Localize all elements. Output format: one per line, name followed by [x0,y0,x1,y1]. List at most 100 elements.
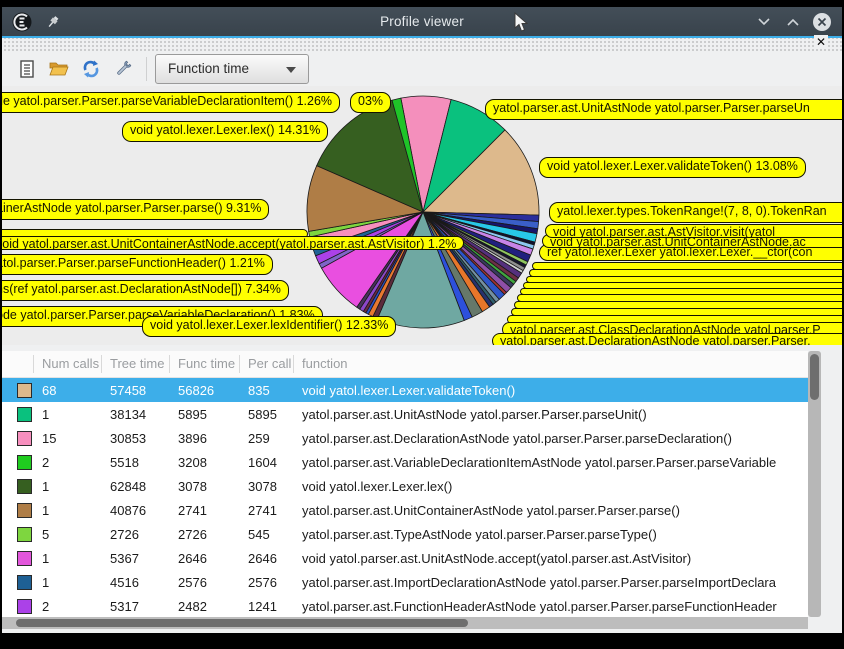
pie-slice-label: yatol.parser.ast.DeclarationAstNode yato… [492,333,842,345]
cell-tree-time: 30853 [110,430,147,446]
cell-num-calls: 68 [42,382,57,398]
cell-tree-time: 62848 [110,478,147,494]
col-color[interactable] [2,355,34,373]
cell-per-call: 1241 [248,598,277,614]
table-row[interactable]: 1 62848 3078 3078 void yatol.lexer.Lexer.lex… [2,474,808,498]
chart-mode-select[interactable]: Function time [155,53,309,84]
report-icon [20,59,34,78]
pie-slice-label: yatol.parser.ast.UnitAstNode yatol.parse… [485,99,842,120]
close-button[interactable] [812,12,832,32]
toolbar-separator [146,56,147,81]
table-row[interactable]: 1 40876 2741 2741 yatol.parser.ast.UnitConta… [2,498,808,522]
table-row[interactable]: 1 38134 5895 5895 yatol.parser.ast.UnitAstNo… [2,402,808,426]
dock-handle[interactable]: ✕ [2,35,842,51]
window-title: Profile viewer [380,14,464,29]
cell-per-call: 2646 [248,550,277,566]
pie-slice-label: void yatol.lexer.Lexer.lexIdentifier() 1… [142,316,397,337]
pie-slice[interactable] [391,97,424,213]
chevron-up-icon [787,18,799,26]
cell-func-time: 3208 [178,454,207,470]
profile-table-area: Num calls Tree time Func time Per call f… [2,345,842,633]
pie-slice-label: void yatol.lexer.Lexer.validateToken() 1… [539,157,806,178]
cell-tree-time: 2726 [110,526,139,542]
cell-tree-time: 40876 [110,502,147,518]
pie-slice-label: void yatol.parser.ast.AstVisitor.visit(y… [545,224,842,238]
pie-slice-label: atol.parser.Parser.parseFunctionHeader()… [2,254,273,275]
col-func-time[interactable]: Func time [170,355,240,373]
close-icon [813,12,831,31]
refresh-button[interactable] [78,56,104,82]
pie-slice-label: void yatol.parser.ast.UnitContainerAstNo… [2,236,465,250]
row-color-swatch [17,382,32,398]
row-color-swatch [17,478,32,494]
cell-per-call: 835 [248,382,270,398]
app-icon [12,12,32,31]
cell-function: void yatol.lexer.Lexer.validateToken() [302,382,516,398]
cell-per-call: 2741 [248,502,277,518]
cell-num-calls: 1 [42,478,50,494]
horizontal-scrollbar[interactable] [2,617,808,629]
cell-func-time: 3078 [178,478,207,494]
cell-per-call: 545 [248,526,270,542]
dock-close-icon[interactable]: ✕ [813,35,828,49]
report-button[interactable] [14,56,40,82]
table-row[interactable]: 5 2726 2726 545 yatol.parser.ast.TypeAstNode… [2,522,808,546]
col-num-calls[interactable]: Num calls [34,355,102,373]
table-row[interactable]: 2 5518 3208 1604 yatol.parser.ast.VariableDe… [2,450,808,474]
titlebar[interactable]: Profile viewer [2,7,842,36]
pie-slice-label: yatol.lexer.types.TokenRange!(7, 8, 0).T… [549,202,842,223]
table-row[interactable]: 1 5367 2646 2646 void yatol.parser.ast.UnitA… [2,546,808,570]
vertical-scrollbar-thumb[interactable] [810,354,819,400]
table-row[interactable]: 2 5317 2482 1241 yatol.parser.ast.FunctionHe… [2,594,808,618]
col-per-call[interactable]: Per call [240,355,294,373]
table-header[interactable]: Num calls Tree time Func time Per call f… [2,351,808,378]
pie-slice-label: de yatol.parser.Parser.parseVariableDecl… [2,92,341,113]
row-color-swatch [17,406,32,422]
chart-mode-value: Function time [168,61,250,76]
table-row[interactable]: 15 30853 3896 259 yatol.parser.ast.Declarati… [2,426,808,450]
cell-function: yatol.parser.ast.UnitAstNode yatol.parse… [302,406,647,422]
row-color-swatch [17,430,32,446]
cell-num-calls: 15 [42,430,57,446]
cell-func-time: 5895 [178,406,207,422]
cell-tree-time: 5367 [110,550,139,566]
pie-slice[interactable] [422,129,540,216]
cell-num-calls: 5 [42,526,50,542]
row-color-swatch [17,574,32,590]
pie-chart[interactable] [305,94,541,330]
cell-function: yatol.parser.ast.FunctionHeaderAstNode y… [302,598,777,614]
pin-icon[interactable] [45,14,61,30]
cell-function: void yatol.lexer.Lexer.lex() [302,478,453,494]
profile-table: Num calls Tree time Func time Per call f… [2,351,808,618]
titlebar-accent [2,36,842,38]
row-color-swatch [17,454,32,470]
cell-func-time: 2646 [178,550,207,566]
cell-function: yatol.parser.ast.ImportDeclarationAstNod… [302,574,776,590]
col-function[interactable]: function [302,356,348,371]
maximize-button[interactable] [783,12,803,32]
horizontal-scrollbar-thumb[interactable] [16,619,468,627]
cell-num-calls: 1 [42,550,50,566]
wrench-icon [117,60,132,75]
open-button[interactable] [46,56,72,82]
row-color-swatch [17,598,32,614]
cell-tree-time: 5518 [110,454,139,470]
cell-function: yatol.parser.ast.VariableDeclarationItem… [302,454,777,470]
table-row[interactable]: 68 57458 56826 835 void yatol.lexer.Lexer.va… [2,378,808,402]
cell-per-call: 3078 [248,478,277,494]
mouse-cursor [514,12,528,32]
options-button[interactable] [110,56,136,82]
shade-button[interactable] [754,12,774,32]
pie-slice-label: void yatol.lexer.Lexer.lex() 14.31% [122,121,329,142]
table-row[interactable]: 1 4516 2576 2576 yatol.parser.ast.ImportDecl… [2,570,808,594]
vertical-scrollbar[interactable] [808,351,821,617]
cell-func-time: 3896 [178,430,207,446]
col-tree-time[interactable]: Tree time [102,355,170,373]
cell-function: yatol.parser.ast.UnitContainerAstNode ya… [302,502,680,518]
cell-tree-time: 4516 [110,574,139,590]
pie-chart-pane: de yatol.parser.Parser.parseVariableDecl… [2,86,842,345]
cell-tree-time: 57458 [110,382,147,398]
pie-slice-label: ainerAstNode yatol.parser.Parser.parse()… [2,199,270,220]
row-color-swatch [17,550,32,566]
